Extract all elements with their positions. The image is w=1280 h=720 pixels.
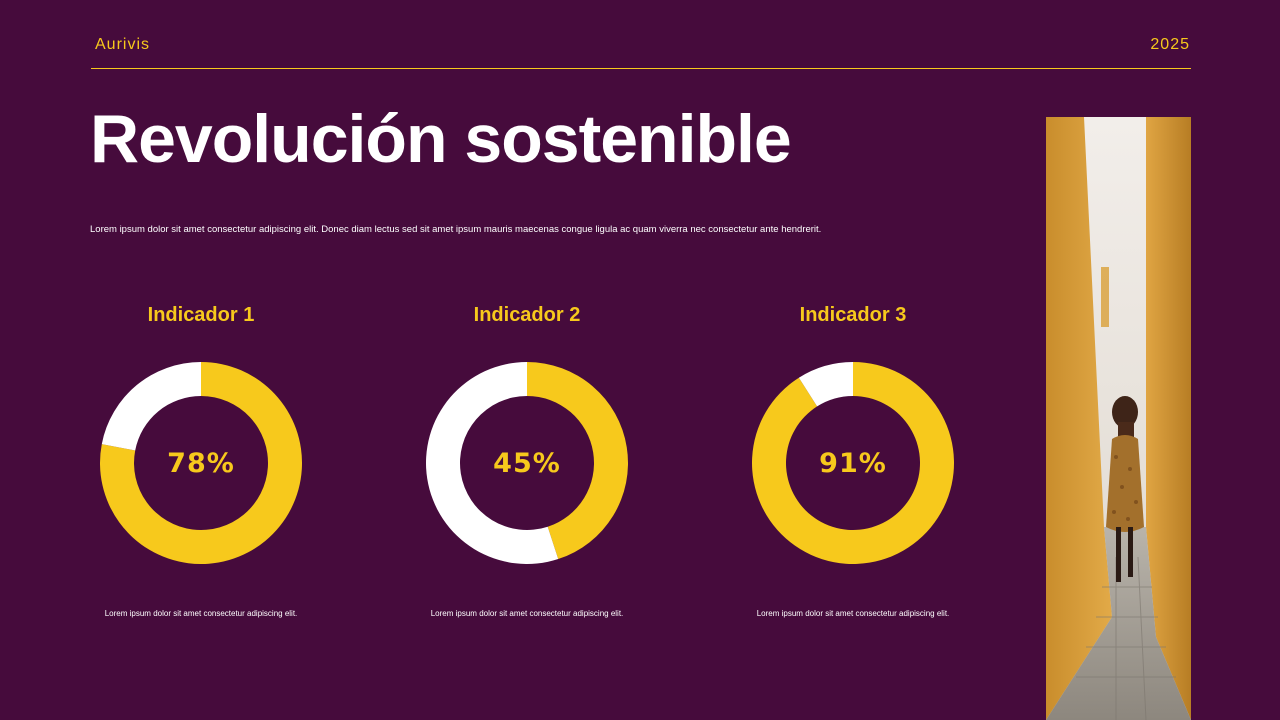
donut-chart (752, 362, 954, 564)
header-divider (91, 68, 1191, 69)
photo-illustration (1046, 117, 1191, 720)
donut-svg (426, 362, 628, 564)
page-subtitle: Lorem ipsum dolor sit amet consectetur a… (90, 224, 822, 235)
donut-chart (426, 362, 628, 564)
indicator-description: Lorem ipsum dolor sit amet consectetur a… (430, 609, 624, 618)
indicator-description: Lorem ipsum dolor sit amet consectetur a… (104, 609, 298, 618)
donut-slice-value (527, 362, 628, 560)
donut-slice-remainder (426, 362, 559, 564)
alley-photo (1046, 117, 1191, 720)
indicator-title: Indicador 1 (147, 304, 255, 326)
brand-name: Aurivis (95, 36, 151, 53)
donut-percentage: 78% (167, 447, 235, 479)
indicator-title: Indicador 3 (799, 304, 907, 326)
donut-percentage: 91% (819, 447, 887, 479)
year-label: 2025 (1150, 36, 1190, 53)
donut-slice-value (752, 362, 954, 564)
donut-chart (100, 362, 302, 564)
donut-percentage: 45% (493, 447, 561, 479)
donut-slice-remainder (101, 362, 201, 451)
donut-slice-value (100, 362, 302, 564)
donut-svg (100, 362, 302, 564)
indicator-title: Indicador 2 (473, 304, 581, 326)
indicator-description: Lorem ipsum dolor sit amet consectetur a… (756, 609, 950, 618)
page-title: Revolución sostenible (90, 101, 792, 177)
donut-svg (752, 362, 954, 564)
donut-slice-remainder (798, 362, 853, 407)
